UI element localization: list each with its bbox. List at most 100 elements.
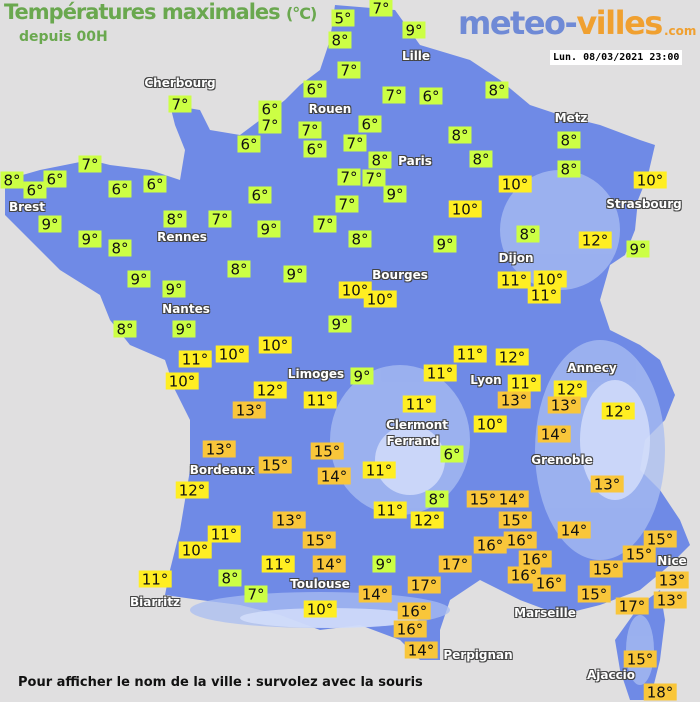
temperature-badge[interactable]: 9° <box>38 215 62 234</box>
temperature-badge[interactable]: 7° <box>258 116 282 135</box>
temperature-badge[interactable]: 9° <box>328 315 352 334</box>
temperature-badge[interactable]: 15° <box>302 531 336 550</box>
temperature-badge[interactable]: 10° <box>303 600 337 619</box>
temperature-badge[interactable]: 17° <box>438 555 472 574</box>
temperature-badge[interactable]: 9° <box>383 185 407 204</box>
temperature-badge[interactable]: 14° <box>317 467 351 486</box>
temperature-badge[interactable]: 9° <box>283 265 307 284</box>
temperature-badge[interactable]: 14° <box>358 585 392 604</box>
temperature-badge[interactable]: 11° <box>507 374 541 393</box>
temperature-badge[interactable]: 11° <box>138 570 172 589</box>
temperature-badge[interactable]: 15° <box>498 511 532 530</box>
temperature-badge[interactable]: 13° <box>655 571 689 590</box>
temperature-badge[interactable]: 16° <box>473 536 507 555</box>
temperature-badge[interactable]: 8° <box>368 151 392 170</box>
temperature-badge[interactable]: 6° <box>419 87 443 106</box>
temperature-badge[interactable]: 12° <box>175 481 209 500</box>
temperature-badge[interactable]: 6° <box>108 180 132 199</box>
temperature-badge[interactable]: 8° <box>425 490 449 509</box>
temperature-badge[interactable]: 13° <box>547 396 581 415</box>
temperature-badge[interactable]: 6° <box>143 175 167 194</box>
temperature-badge[interactable]: 6° <box>43 170 67 189</box>
temperature-badge[interactable]: 12° <box>495 348 529 367</box>
temperature-badge[interactable]: 7° <box>335 195 359 214</box>
temperature-badge[interactable]: 10° <box>533 270 567 289</box>
temperature-badge[interactable]: 9° <box>433 235 457 254</box>
temperature-badge[interactable]: 12° <box>253 381 287 400</box>
temperature-badge[interactable]: 11° <box>362 461 396 480</box>
temperature-badge[interactable]: 16° <box>518 550 552 569</box>
temperature-badge[interactable]: 10° <box>165 372 199 391</box>
temperature-badge[interactable]: 6° <box>303 80 327 99</box>
temperature-badge[interactable]: 18° <box>643 683 677 702</box>
temperature-badge[interactable]: 9° <box>172 320 196 339</box>
temperature-badge[interactable]: 6° <box>358 115 382 134</box>
temperature-badge[interactable]: 13° <box>202 440 236 459</box>
temperature-badge[interactable]: 10° <box>473 415 507 434</box>
temperature-badge[interactable]: 15° <box>577 585 611 604</box>
temperature-badge[interactable]: 10° <box>215 345 249 364</box>
temperature-badge[interactable]: 8° <box>469 150 493 169</box>
temperature-badge[interactable]: 10° <box>498 175 532 194</box>
temperature-badge[interactable]: 15° <box>622 545 656 564</box>
temperature-badge[interactable]: 8° <box>485 81 509 100</box>
temperature-badge[interactable]: 11° <box>303 391 337 410</box>
temperature-badge[interactable]: 13° <box>590 475 624 494</box>
temperature-badge[interactable]: 6° <box>303 140 327 159</box>
temperature-badge[interactable]: 12° <box>601 402 635 421</box>
temperature-badge[interactable]: 9° <box>626 240 650 259</box>
temperature-badge[interactable]: 9° <box>257 220 281 239</box>
temperature-badge[interactable]: 8° <box>0 171 24 190</box>
temperature-badge[interactable]: 12° <box>553 380 587 399</box>
temperature-badge[interactable]: 9° <box>78 230 102 249</box>
temperature-badge[interactable]: 8° <box>557 160 581 179</box>
temperature-badge[interactable]: 10° <box>258 336 292 355</box>
temperature-badge[interactable]: 8° <box>113 320 137 339</box>
temperature-badge[interactable]: 7° <box>382 86 406 105</box>
temperature-badge[interactable]: 13° <box>497 391 531 410</box>
temperature-badge[interactable]: 10° <box>338 281 372 300</box>
temperature-badge[interactable]: 13° <box>272 511 306 530</box>
temperature-badge[interactable]: 8° <box>218 569 242 588</box>
temperature-badge[interactable]: 16° <box>503 531 537 550</box>
temperature-badge[interactable]: 14° <box>495 490 529 509</box>
temperature-badge[interactable]: 8° <box>557 131 581 150</box>
temperature-badge[interactable]: 8° <box>328 31 352 50</box>
temperature-badge[interactable]: 7° <box>362 169 386 188</box>
temperature-badge[interactable]: 15° <box>623 650 657 669</box>
temperature-badge[interactable]: 7° <box>337 168 361 187</box>
temperature-badge[interactable]: 6° <box>258 100 282 119</box>
temperature-badge[interactable]: 15° <box>643 530 677 549</box>
temperature-badge[interactable]: 11° <box>453 345 487 364</box>
temperature-badge[interactable]: 13° <box>653 591 687 610</box>
temperature-badge[interactable]: 8° <box>348 230 372 249</box>
temperature-badge[interactable]: 6° <box>440 445 464 464</box>
temperature-badge[interactable]: 11° <box>423 364 457 383</box>
temperature-badge[interactable]: 15° <box>258 456 292 475</box>
temperature-badge[interactable]: 13° <box>232 401 266 420</box>
temperature-badge[interactable]: 12° <box>578 231 612 250</box>
temperature-badge[interactable]: 12° <box>410 511 444 530</box>
temperature-badge[interactable]: 8° <box>448 126 472 145</box>
temperature-badge[interactable]: 16° <box>532 574 566 593</box>
temperature-badge[interactable]: 11° <box>207 525 241 544</box>
temperature-badge[interactable]: 6° <box>23 181 47 200</box>
temperature-badge[interactable]: 14° <box>537 425 571 444</box>
temperature-badge[interactable]: 14° <box>557 521 591 540</box>
temperature-badge[interactable]: 15° <box>589 560 623 579</box>
temperature-badge[interactable]: 16° <box>393 620 427 639</box>
temperature-badge[interactable]: 8° <box>516 225 540 244</box>
temperature-badge[interactable]: 14° <box>404 641 438 660</box>
temperature-badge[interactable]: 17° <box>407 576 441 595</box>
temperature-badge[interactable]: 11° <box>178 350 212 369</box>
temperature-badge[interactable]: 7° <box>298 121 322 140</box>
temperature-badge[interactable]: 9° <box>350 367 374 386</box>
temperature-badge[interactable]: 7° <box>343 134 367 153</box>
temperature-badge[interactable]: 8° <box>227 260 251 279</box>
temperature-badge[interactable]: 9° <box>162 280 186 299</box>
temperature-badge[interactable]: 16° <box>397 602 431 621</box>
temperature-badge[interactable]: 11° <box>373 501 407 520</box>
temperature-badge[interactable]: 11° <box>261 555 295 574</box>
temperature-badge[interactable]: 11° <box>497 271 531 290</box>
meteo-villes-logo[interactable]: meteo-villes <box>458 4 663 42</box>
